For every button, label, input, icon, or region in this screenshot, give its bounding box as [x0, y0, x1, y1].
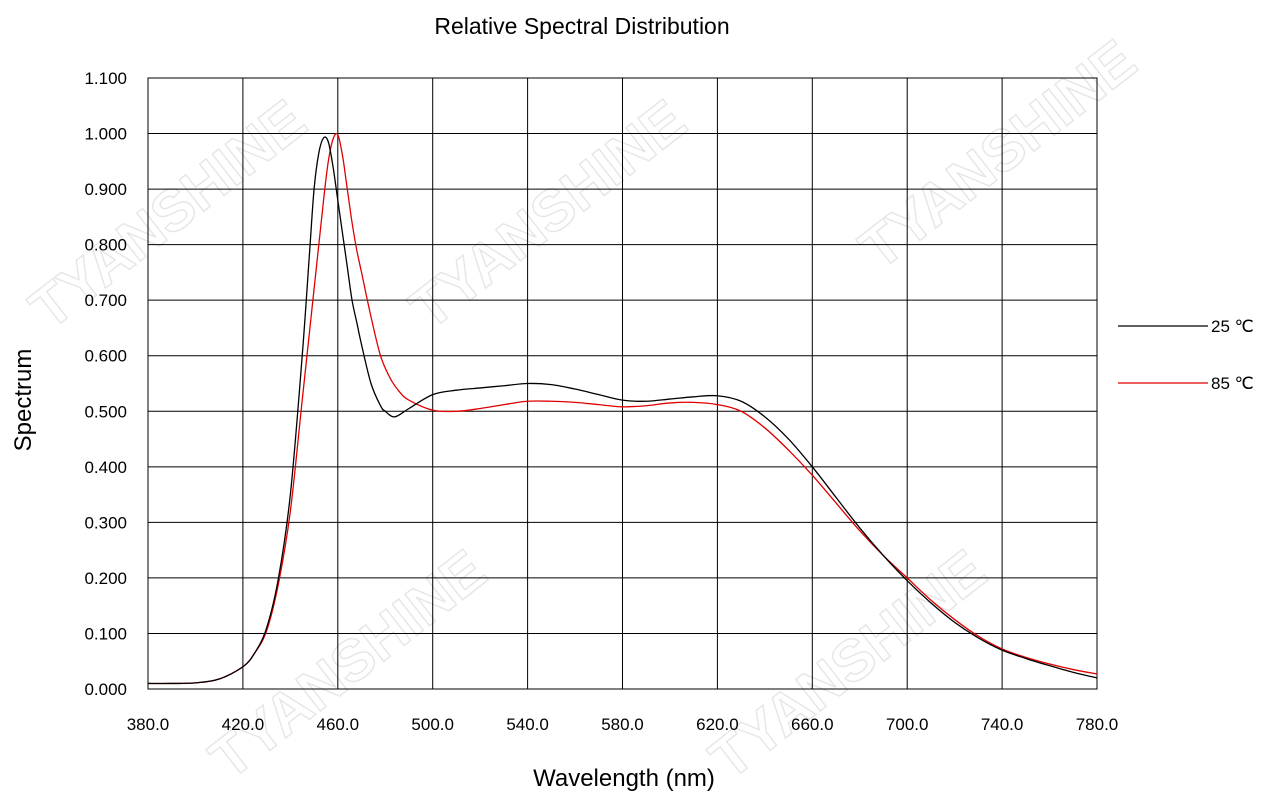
- x-tick-label: 740.0: [981, 715, 1024, 734]
- y-tick-label: 0.700: [84, 291, 127, 310]
- watermark-text: TYANSHINE: [698, 537, 998, 791]
- series-line: [147, 136, 1098, 685]
- y-tick-label: 0.500: [84, 402, 127, 421]
- x-tick-label: 460.0: [317, 715, 360, 734]
- x-tick-label: 660.0: [791, 715, 834, 734]
- x-tick-label: 580.0: [601, 715, 644, 734]
- y-axis-title: Spectrum: [10, 349, 37, 452]
- x-axis-title: Wavelength (nm): [533, 765, 715, 792]
- watermark-text: TYANSHINE: [398, 87, 698, 341]
- x-tick-label: 620.0: [696, 715, 739, 734]
- y-tick-label: 0.200: [84, 569, 127, 588]
- x-tick-label: 540.0: [506, 715, 549, 734]
- x-tick-label: 500.0: [411, 715, 454, 734]
- x-tick-labels: 380.0 420.0 460.0 500.0 540.0 580.0 620.0 660.0…: [127, 715, 1119, 734]
- x-tick-label: 700.0: [886, 715, 929, 734]
- legend: 25 ℃ 85 ℃: [1118, 317, 1254, 393]
- y-tick-label: 1.000: [84, 125, 127, 144]
- series-layer: [147, 132, 1098, 685]
- y-tick-label: 0.400: [84, 458, 127, 477]
- y-tick-label: 0.300: [84, 513, 127, 532]
- chart-title: Relative Spectral Distribution: [434, 13, 729, 39]
- legend-label: 25 ℃: [1211, 317, 1254, 336]
- watermark-text: TYANSHINE: [848, 27, 1148, 281]
- y-tick-label: 1.100: [84, 69, 127, 88]
- y-tick-label: 0.000: [84, 680, 127, 699]
- y-tick-label: 0.900: [84, 180, 127, 199]
- y-tick-label: 0.100: [84, 624, 127, 643]
- x-tick-label: 380.0: [127, 715, 170, 734]
- watermark-text: TYANSHINE: [18, 87, 318, 341]
- x-tick-label: 420.0: [222, 715, 265, 734]
- y-tick-label: 0.800: [84, 236, 127, 255]
- legend-label: 85 ℃: [1211, 374, 1254, 393]
- plot-area-frame: [147, 77, 1098, 690]
- y-tick-labels: 0.000 0.100 0.200 0.300 0.400 0.500 0.600 0.700…: [84, 69, 127, 699]
- x-tick-label: 780.0: [1076, 715, 1119, 734]
- y-tick-label: 0.600: [84, 347, 127, 366]
